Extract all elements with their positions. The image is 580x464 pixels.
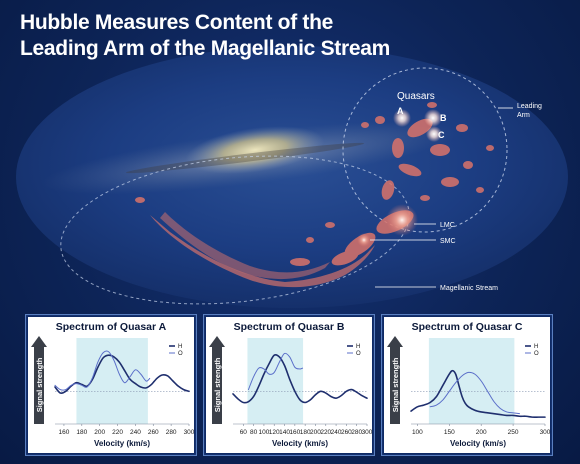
panel-title: Spectrum of Quasar C	[412, 321, 523, 333]
smc-label: SMC	[440, 238, 456, 245]
smc-glow	[357, 233, 371, 247]
x-tick-label: 280	[166, 429, 177, 436]
x-tick-label: 200	[94, 429, 105, 436]
x-tick-label: 100	[258, 429, 269, 436]
leading-arm-label-1: Leading	[517, 103, 542, 110]
series-line-o	[54, 350, 151, 391]
x-tick-label: 150	[444, 429, 455, 436]
x-tick-label: 260	[341, 429, 352, 436]
spectrum-panel-a: Spectrum of Quasar A Signal strength 160 18…	[25, 314, 197, 456]
quasar-b-star	[424, 109, 442, 127]
panel-title: Spectrum of Quasar A	[56, 321, 167, 333]
x-tick-label: 100	[412, 429, 423, 436]
highlight-band	[76, 338, 148, 424]
legend-label-o: O	[178, 351, 183, 357]
x-tick-label: 280	[351, 429, 362, 436]
x-tick-label: 240	[130, 429, 141, 436]
signal-arrow-head	[209, 336, 225, 347]
x-tick-label: 160	[289, 429, 300, 436]
title-line-1: Hubble Measures Content of the	[20, 11, 334, 34]
legend-label-h: H	[356, 344, 360, 350]
x-tick-label: 160	[59, 429, 70, 436]
lmc-glow	[386, 204, 418, 236]
signal-arrow-shaft	[34, 346, 44, 424]
y-axis-label: Signal strength	[213, 357, 222, 412]
quasars-label: Quasars	[397, 91, 435, 102]
panel-title: Spectrum of Quasar B	[234, 321, 345, 333]
x-tick-label: 250	[508, 429, 519, 436]
leading-arm-label-2: Arm	[517, 112, 530, 119]
signal-arrow-shaft	[390, 346, 400, 424]
x-tick-label: 200	[310, 429, 321, 436]
x-tick-label: 140	[279, 429, 290, 436]
x-tick-label: 240	[331, 429, 342, 436]
x-tick-label: 180	[300, 429, 311, 436]
sky-map: Quasars A B C Leading Arm LMC SMC Magell…	[16, 46, 568, 308]
series-line-h	[410, 369, 546, 418]
title-line-2: Leading Arm of the Magellanic Stream	[20, 37, 390, 60]
signal-arrow-head	[31, 336, 47, 347]
legend-label-h: H	[178, 344, 182, 350]
quasar-a-star	[393, 109, 411, 127]
series-line-o	[247, 352, 304, 391]
x-tick-label: 80	[250, 429, 258, 436]
legend-label-o: O	[356, 351, 361, 357]
y-axis-label: Signal strength	[35, 357, 44, 412]
page-title: Hubble Measures Content of the Leading A…	[20, 10, 390, 62]
lmc-label: LMC	[440, 222, 455, 229]
x-tick-label: 300	[184, 429, 195, 436]
quasar-b-label: B	[440, 113, 447, 123]
x-tick-label: 260	[148, 429, 159, 436]
x-tick-label: 300	[362, 429, 373, 436]
x-tick-label: 60	[240, 429, 248, 436]
x-tick-label: 200	[476, 429, 487, 436]
signal-arrow-head	[387, 336, 403, 347]
series-line-h	[54, 354, 190, 395]
x-tick-label: 300	[540, 429, 551, 436]
leading-arm-outline	[342, 67, 508, 233]
milky-way-core	[185, 126, 325, 174]
x-tick-label: 120	[269, 429, 280, 436]
milky-way-dust	[125, 142, 365, 174]
x-axis-label: Velocity (km/s)	[94, 439, 150, 448]
spectrum-panel-c: Spectrum of Quasar C Signal strength 100 15…	[381, 314, 553, 456]
series-line-o	[429, 371, 520, 415]
series-line-h	[232, 353, 368, 404]
legend-label-h: H	[534, 344, 538, 350]
quasar-c-star	[426, 126, 442, 142]
highlight-band	[428, 338, 515, 424]
x-tick-label: 220	[320, 429, 331, 436]
x-tick-label: 180	[76, 429, 87, 436]
legend-label-o: O	[534, 351, 539, 357]
magellanic-stream-label: Magellanic Stream	[440, 285, 498, 292]
highlight-band	[247, 338, 304, 424]
y-axis-label: Signal strength	[391, 357, 400, 412]
x-axis-label: Velocity (km/s)	[272, 439, 328, 448]
quasar-a-label: A	[397, 106, 404, 116]
x-tick-label: 220	[112, 429, 123, 436]
x-axis-label: Velocity (km/s)	[450, 439, 506, 448]
signal-arrow-shaft	[212, 346, 222, 424]
quasar-c-label: C	[438, 130, 445, 140]
